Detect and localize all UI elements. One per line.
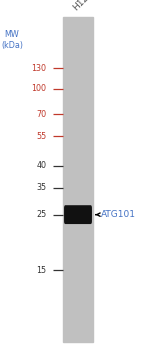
Text: MW
(kDa): MW (kDa) [1, 30, 23, 50]
Text: 15: 15 [36, 266, 46, 275]
Text: ATG101: ATG101 [100, 210, 135, 219]
Text: 35: 35 [36, 183, 46, 192]
Text: 100: 100 [32, 84, 46, 94]
Text: 70: 70 [36, 110, 46, 119]
FancyBboxPatch shape [64, 205, 92, 224]
Text: H1299: H1299 [72, 0, 99, 12]
Text: 25: 25 [36, 210, 46, 219]
Bar [63, 17, 93, 342]
Text: 55: 55 [36, 132, 46, 141]
Text: 40: 40 [36, 161, 46, 170]
Text: 130: 130 [32, 64, 46, 73]
